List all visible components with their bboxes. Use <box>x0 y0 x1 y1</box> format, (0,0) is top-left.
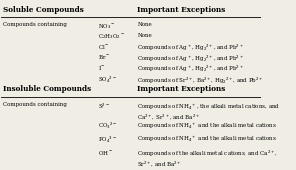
Text: Important Exceptions: Important Exceptions <box>137 85 226 93</box>
Text: Compounds of NH$_4$$^+$ and the alkali metal cations: Compounds of NH$_4$$^+$ and the alkali m… <box>137 121 277 131</box>
Text: Important Exceptions: Important Exceptions <box>137 6 226 14</box>
Text: Compounds of NH$_4$$^+$, the alkali metal cations, and
Ca$^{2+}$, Sr$^{2+}$, and: Compounds of NH$_4$$^+$, the alkali meta… <box>137 102 281 122</box>
Text: S$^{2-}$: S$^{2-}$ <box>98 102 110 111</box>
Text: Compounds of Sr$^{2+}$, Ba$^{2+}$, Hg$_2$$^{2+}$, and Pb$^{2+}$: Compounds of Sr$^{2+}$, Ba$^{2+}$, Hg$_2… <box>137 75 264 86</box>
Text: Br$^-$: Br$^-$ <box>98 53 111 61</box>
Text: Compounds of NH$_4$$^+$ and the alkali metal cations: Compounds of NH$_4$$^+$ and the alkali m… <box>137 134 277 144</box>
Text: PO$_4$$^{3-}$: PO$_4$$^{3-}$ <box>98 134 117 144</box>
Text: Insoluble Compounds: Insoluble Compounds <box>3 85 91 93</box>
Text: NO$_3$$^-$: NO$_3$$^-$ <box>98 22 116 31</box>
Text: OH$^-$: OH$^-$ <box>98 149 113 157</box>
Text: SO$_4$$^{2-}$: SO$_4$$^{2-}$ <box>98 75 117 86</box>
Text: Compounds of the alkali metal cations, and Ca$^{2+}$,
Sr$^{2+}$, and Ba$^{2+}$: Compounds of the alkali metal cations, a… <box>137 149 278 169</box>
Text: Compounds containing: Compounds containing <box>3 22 67 27</box>
Text: None: None <box>137 33 152 38</box>
Text: Compounds of Ag$^+$, Hg$_2$$^{2+}$, and Pb$^{2+}$: Compounds of Ag$^+$, Hg$_2$$^{2+}$, and … <box>137 43 244 53</box>
Text: CO$_3$$^{2-}$: CO$_3$$^{2-}$ <box>98 121 118 131</box>
Text: Compounds of Ag$^+$, Hg$_2$$^{2+}$, and Pb$^{2+}$: Compounds of Ag$^+$, Hg$_2$$^{2+}$, and … <box>137 53 244 64</box>
Text: Compounds containing: Compounds containing <box>3 102 67 107</box>
Text: None: None <box>137 22 152 27</box>
Text: Cl$^-$: Cl$^-$ <box>98 43 110 51</box>
Text: Compounds of Ag$^+$, Hg$_2$$^{2+}$, and Pb$^{2+}$: Compounds of Ag$^+$, Hg$_2$$^{2+}$, and … <box>137 64 244 74</box>
Text: Soluble Compounds: Soluble Compounds <box>3 6 84 14</box>
Text: C$_2$H$_3$O$_2$$^-$: C$_2$H$_3$O$_2$$^-$ <box>98 33 126 41</box>
Text: I$^-$: I$^-$ <box>98 64 106 72</box>
